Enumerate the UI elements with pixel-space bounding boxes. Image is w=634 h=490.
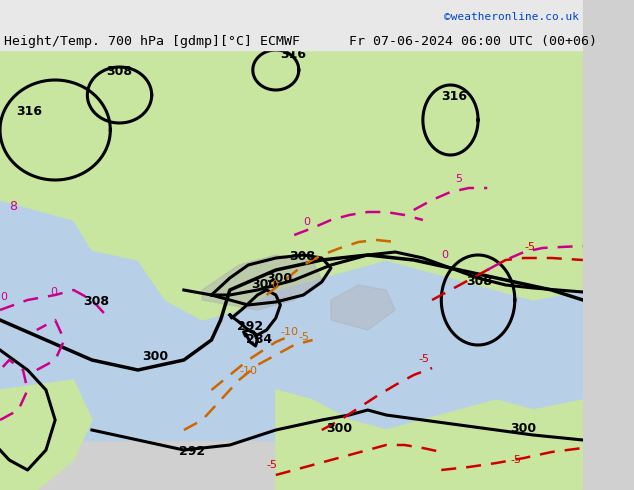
Text: -5: -5 — [524, 242, 535, 252]
Text: 300: 300 — [267, 272, 293, 285]
Text: 300: 300 — [327, 422, 353, 435]
Polygon shape — [0, 380, 92, 490]
Text: 292: 292 — [179, 445, 205, 458]
Text: 284: 284 — [247, 333, 273, 346]
Text: 300: 300 — [251, 278, 277, 291]
Text: -5: -5 — [418, 354, 429, 364]
Text: Height/Temp. 700 hPa [gdmp][°C] ECMWF: Height/Temp. 700 hPa [gdmp][°C] ECMWF — [4, 35, 300, 48]
Polygon shape — [331, 285, 396, 330]
Text: -5: -5 — [510, 455, 521, 465]
Bar — [0, 50, 583, 440]
Text: 0: 0 — [0, 292, 7, 302]
Text: 292: 292 — [237, 320, 263, 333]
Text: 308: 308 — [83, 295, 109, 308]
Text: -5: -5 — [267, 460, 278, 470]
Text: Fr 07-06-2024 06:00 UTC (00+06): Fr 07-06-2024 06:00 UTC (00+06) — [349, 35, 597, 48]
Text: 0: 0 — [51, 287, 58, 297]
Polygon shape — [276, 390, 583, 490]
Text: ©weatheronline.co.uk: ©weatheronline.co.uk — [444, 12, 579, 22]
Text: 5: 5 — [455, 174, 462, 184]
Text: 308: 308 — [466, 275, 492, 288]
Text: 300: 300 — [143, 350, 169, 363]
Bar — [0, 0, 583, 50]
Text: 0: 0 — [271, 280, 278, 290]
Text: 0: 0 — [441, 250, 448, 260]
Polygon shape — [0, 50, 583, 320]
Text: -10: -10 — [280, 327, 299, 337]
Text: 300: 300 — [510, 422, 536, 435]
Text: -10: -10 — [239, 366, 257, 376]
Text: 316: 316 — [441, 90, 467, 103]
Polygon shape — [202, 255, 322, 310]
Text: -5: -5 — [299, 332, 310, 342]
Text: 308: 308 — [290, 250, 316, 263]
Text: 0: 0 — [304, 217, 311, 227]
Text: 8: 8 — [10, 200, 17, 213]
Text: 316: 316 — [16, 105, 42, 118]
Text: 316: 316 — [280, 48, 306, 61]
Text: 308: 308 — [106, 65, 132, 78]
